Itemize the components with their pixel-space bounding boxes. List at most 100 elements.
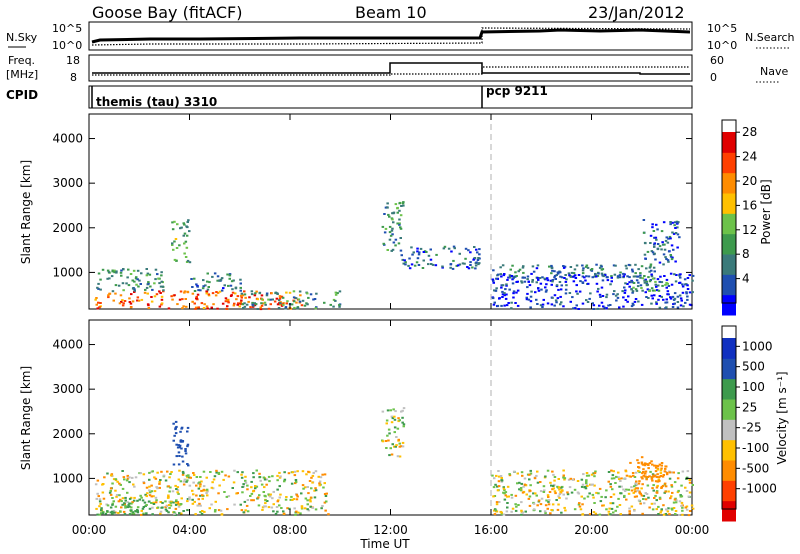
echo-cell (177, 478, 181, 481)
echo-cell (501, 284, 505, 287)
echo-cell (105, 503, 108, 506)
echo-cell (240, 292, 244, 295)
nave-trace (92, 66, 690, 76)
echo-cell (595, 491, 598, 494)
echo-cell (186, 476, 189, 479)
echo-cell (511, 264, 514, 267)
echo-cell (655, 486, 659, 489)
echo-cell (633, 476, 637, 478)
echo-cell (551, 296, 554, 299)
echo-cell (391, 218, 394, 221)
echo-cell (546, 302, 550, 305)
echo-cell (202, 307, 206, 309)
echo-cell (553, 483, 556, 486)
echo-cell (496, 277, 499, 280)
echo-cell (136, 506, 140, 509)
echo-cell (182, 305, 185, 308)
echo-cell (176, 489, 180, 492)
echo-cell (227, 495, 231, 498)
echo-cell (586, 266, 590, 269)
echo-cell (660, 230, 664, 233)
echo-cell (463, 262, 466, 265)
echo-cell (388, 454, 391, 457)
colorbar-tick-label: 24 (742, 150, 757, 164)
echo-cell (393, 431, 396, 434)
echo-cell (620, 485, 623, 488)
echo-cell (669, 297, 673, 300)
echo-cell (595, 263, 598, 266)
echo-cell (495, 277, 498, 280)
echo-cell (530, 272, 533, 275)
echo-cell (619, 271, 622, 274)
echo-cell (258, 476, 261, 479)
echo-cell (206, 494, 209, 497)
echo-cell (295, 498, 299, 501)
echo-cell (622, 296, 625, 299)
echo-cell (518, 481, 521, 484)
echo-cell (614, 482, 617, 484)
echo-cell (657, 513, 660, 515)
echo-cell (667, 260, 670, 263)
echo-cell (108, 491, 112, 494)
echo-cell (155, 486, 158, 489)
echo-cell (599, 500, 603, 503)
echo-cell (260, 302, 263, 305)
echo-cell (120, 506, 123, 509)
echo-cell (600, 286, 604, 289)
echo-cell (306, 508, 309, 511)
echo-cell (220, 513, 224, 516)
echo-cell (180, 497, 183, 500)
echo-cell (546, 469, 550, 472)
echo-cell (674, 510, 678, 512)
echo-cell (663, 470, 667, 473)
echo-cell (591, 276, 594, 279)
echo-cell (686, 288, 690, 290)
echo-cell (267, 307, 271, 310)
echo-cell (150, 495, 153, 498)
echo-cell (584, 487, 588, 490)
echo-cell (653, 294, 656, 297)
echo-cell (646, 288, 650, 291)
echo-cell (566, 493, 570, 496)
echo-cell (618, 504, 622, 506)
echo-cell (605, 489, 608, 492)
echo-cell (522, 485, 525, 488)
echo-cell (107, 296, 110, 299)
echo-cell (201, 494, 204, 497)
echo-cell (550, 509, 553, 511)
echo-cell (397, 438, 400, 441)
echo-cell (391, 233, 394, 236)
echo-cell (568, 274, 571, 277)
echo-cell (125, 479, 129, 482)
echo-cell (399, 227, 403, 230)
echo-cell (296, 495, 299, 498)
echo-cell (667, 237, 670, 240)
echo-cell (200, 489, 203, 492)
echo-cell (586, 495, 590, 498)
echo-cell (259, 306, 262, 309)
echo-cell (616, 276, 620, 279)
echo-cell (108, 277, 111, 280)
echo-cell (145, 495, 148, 498)
echo-cell (521, 474, 524, 477)
echo-cell (279, 296, 282, 299)
echo-cell (147, 304, 150, 307)
echo-cell (502, 487, 506, 490)
echo-cell (217, 473, 221, 475)
echo-cell (106, 277, 109, 280)
echo-cell (190, 278, 193, 280)
echo-cell (119, 498, 122, 501)
echo-cell (522, 265, 525, 268)
echo-cell (581, 275, 585, 278)
echo-cell (129, 306, 133, 309)
echo-cell (597, 287, 600, 290)
echo-cell (143, 501, 147, 504)
echo-cell (666, 471, 669, 474)
echo-cell (493, 513, 497, 516)
echo-cell (180, 512, 183, 515)
echo-cell (616, 296, 620, 299)
echo-cell (642, 231, 646, 234)
echo-cell (665, 306, 668, 309)
echo-cell (517, 504, 520, 506)
echo-cell (650, 302, 653, 305)
